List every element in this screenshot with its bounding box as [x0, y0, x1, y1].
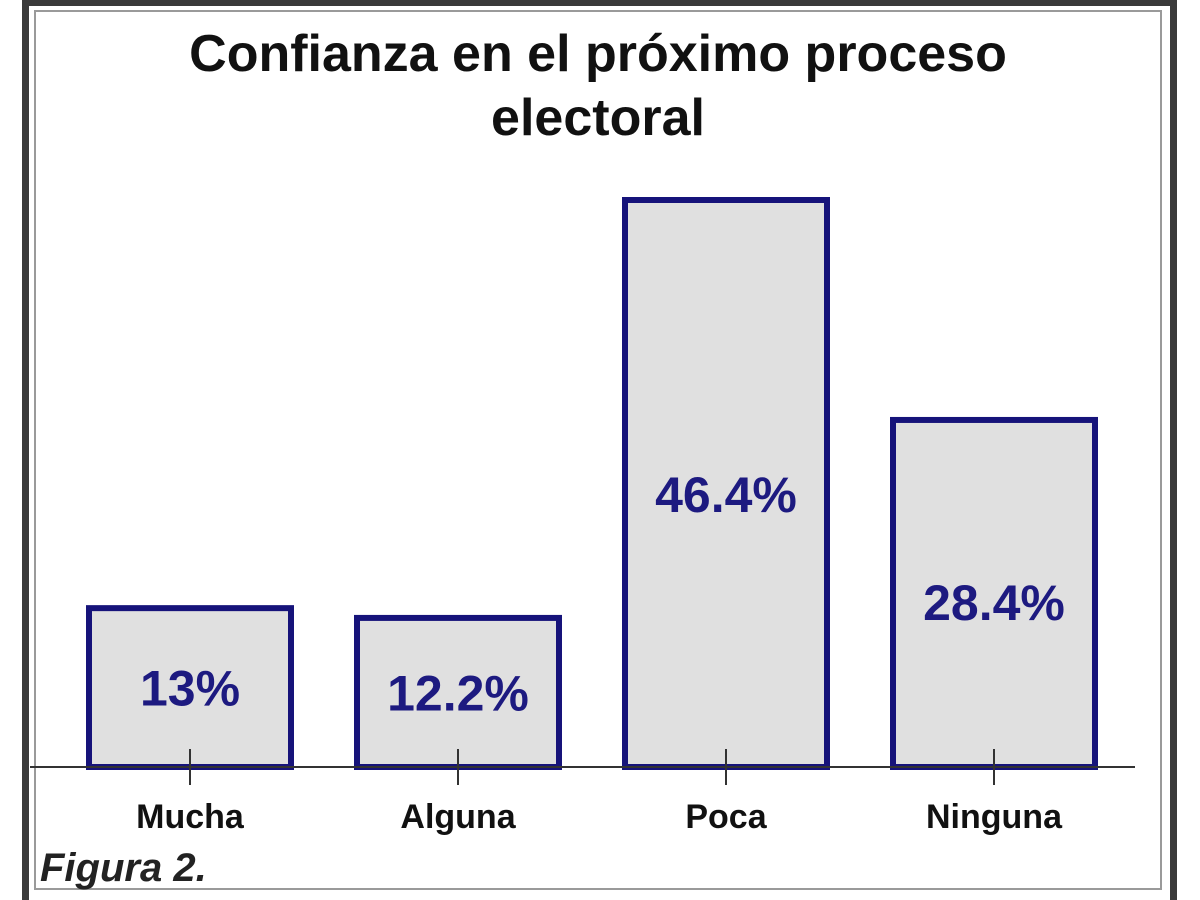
value-label: 12.2% — [387, 665, 529, 721]
outer-border-right — [1170, 0, 1177, 900]
figure-caption: Figura 2. — [40, 846, 207, 890]
chart-title-line-1: Confianza en el próximo proceso — [189, 25, 1007, 83]
chart-title-line-2: electoral — [491, 89, 705, 147]
value-label: 28.4% — [923, 575, 1065, 631]
chart-title: Confianza en el próximo proceso electora… — [34, 22, 1162, 150]
category-label: Poca — [685, 798, 767, 836]
category-label: Mucha — [136, 798, 245, 836]
bar-mucha — [86, 605, 294, 770]
category-label: Ninguna — [926, 798, 1063, 836]
value-label: 13% — [140, 661, 240, 717]
bar-poca — [622, 197, 830, 770]
bar-ninguna — [890, 416, 1098, 770]
bar-alguna — [354, 614, 562, 770]
outer-border-top — [22, 0, 1177, 6]
category-label: Alguna — [400, 798, 516, 836]
outer-border-left — [22, 0, 29, 900]
value-label: 46.4% — [655, 467, 797, 523]
